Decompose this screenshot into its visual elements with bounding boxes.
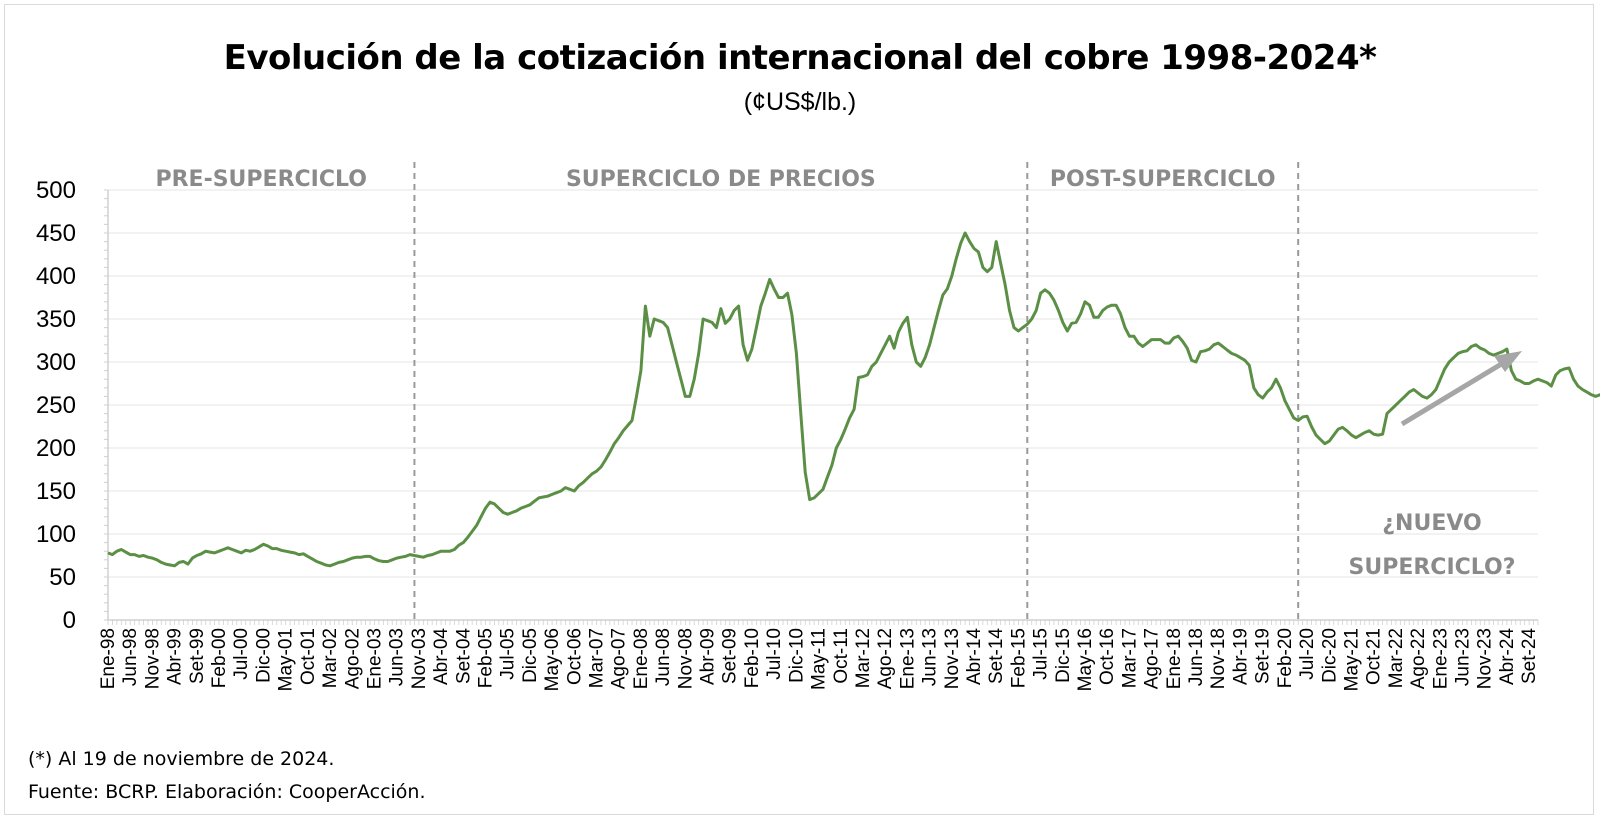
x-tick-label: Jun-03: [387, 628, 408, 686]
x-tick-label: Ene-23: [1430, 628, 1451, 689]
x-tick-label: Mar-17: [1119, 628, 1140, 688]
era-label: PRE-SUPERCICLO: [155, 167, 366, 192]
x-tick-label: May-11: [809, 628, 830, 690]
y-tick-label: 100: [36, 521, 76, 548]
x-tick-label: Dic-20: [1319, 628, 1340, 683]
y-tick-label: 350: [36, 306, 76, 333]
y-tick-label: 500: [36, 177, 76, 204]
x-tick-label: Set-14: [986, 628, 1007, 684]
x-tick-label: Jun-18: [1186, 628, 1207, 686]
era-label: POST-SUPERCICLO: [1050, 167, 1276, 192]
y-tick-label: 400: [36, 263, 76, 290]
x-tick-label: Jun-23: [1453, 628, 1474, 686]
source-note: Fuente: BCRP. Elaboración: CooperAcción.: [28, 781, 426, 803]
x-tick-label: Oct-06: [564, 628, 585, 685]
y-tick-label: 300: [36, 349, 76, 376]
x-tick-label: Ago-12: [875, 628, 896, 689]
x-tick-label: Mar-07: [587, 628, 608, 688]
grid-lines: [108, 189, 1538, 578]
x-tick-label: Jun-98: [120, 628, 141, 686]
x-tick-label: Nov-23: [1475, 628, 1496, 689]
x-tick-label: Ene-18: [1164, 628, 1185, 689]
x-tick-label: Abr-14: [964, 628, 985, 685]
era-label: SUPERCICLO DE PRECIOS: [566, 167, 876, 192]
x-tick-label: Ago-02: [342, 628, 363, 689]
x-tick-label: Jul-20: [1297, 628, 1318, 680]
x-tick-label: Ene-13: [897, 628, 918, 689]
x-tick-label: Ene-03: [364, 628, 385, 689]
trend-arrow-shaft: [1400, 357, 1510, 427]
x-tick-label: Feb-20: [1275, 628, 1296, 688]
trend-arrow-head-icon: [1494, 351, 1522, 372]
x-tick-label: Ene-08: [631, 628, 652, 689]
x-tick-label: May-16: [1075, 628, 1096, 691]
x-tick-label: Jun-08: [653, 628, 674, 686]
copper-price-line: [107, 231, 1600, 568]
x-tick-label: Nov-18: [1208, 628, 1229, 689]
x-tick-label: Ago-07: [609, 628, 630, 689]
x-tick-label: Dic-05: [520, 628, 541, 683]
annotation: ¿NUEVO SUPERCICLO?: [1349, 351, 1522, 580]
footnote: (*) Al 19 de noviembre de 2024.: [28, 748, 335, 770]
x-tick-label: Oct-01: [298, 628, 319, 685]
x-tick-label: Jul-05: [498, 628, 519, 680]
x-tick-label: Ago-22: [1408, 628, 1429, 689]
y-tick-label: 450: [36, 220, 76, 247]
x-tick-label: Set-99: [187, 628, 208, 684]
x-tick-label: Mar-02: [320, 628, 341, 688]
x-tick-label: Feb-00: [209, 628, 230, 688]
annotation-line2: SUPERCICLO?: [1349, 555, 1516, 580]
x-tick-label: Dic-10: [786, 628, 807, 683]
chart-title: Evolución de la cotización internacional…: [223, 38, 1377, 78]
x-tick-label: Mar-22: [1386, 628, 1407, 688]
x-tick-label: May-06: [542, 628, 563, 691]
x-tick-label: Set-19: [1253, 628, 1274, 684]
x-tick-label: Feb-05: [475, 628, 496, 688]
x-tick-label: Ago-17: [1142, 628, 1163, 689]
x-axis: Ene-98 Jun-98 Nov-98 Abr-99 Set-99 Feb-00 Jul-…: [98, 619, 1540, 691]
x-tick-label: Dic-15: [1053, 628, 1074, 683]
y-tick-label: 50: [49, 564, 76, 591]
x-tick-label: Jun-13: [920, 628, 941, 686]
x-tick-label: Jul-15: [1031, 628, 1052, 680]
x-tick-label: Abr-04: [431, 628, 452, 685]
era-labels: PRE-SUPERCICLO SUPERCICLO DE PRECIOS POST-…: [155, 167, 1275, 192]
x-tick-label: Feb-15: [1008, 628, 1029, 688]
annotation-line1: ¿NUEVO: [1382, 511, 1481, 536]
x-tick-label: Oct-11: [831, 628, 852, 684]
x-tick-label: Abr-24: [1497, 628, 1518, 685]
x-tick-label: Nov-98: [142, 628, 163, 689]
y-tick-label: 200: [36, 435, 76, 462]
y-tick-label: 0: [63, 607, 76, 634]
x-tick-label: Oct-21: [1364, 628, 1385, 685]
x-tick-label: Mar-12: [853, 628, 874, 688]
x-tick-label: Set-04: [453, 628, 474, 684]
x-tick-label: Dic-00: [253, 628, 274, 683]
x-tick-label: Oct-16: [1097, 628, 1118, 685]
chart-frame: [4, 4, 1594, 815]
x-tick-label: Jul-10: [764, 628, 785, 680]
y-tick-label: 250: [36, 392, 76, 419]
x-tick-label: Abr-09: [698, 628, 719, 685]
series-layer: [107, 231, 1600, 568]
x-tick-label: May-21: [1341, 628, 1362, 691]
x-tick-label: Set-09: [720, 628, 741, 684]
x-tick-label: Feb-10: [742, 628, 763, 688]
x-tick-label: May-01: [276, 628, 297, 691]
chart-subtitle: (¢US$/lb.): [743, 88, 857, 116]
x-tick-label: Nov-03: [409, 628, 430, 689]
y-axis: 0 50 100 150 200 250 300 350 400 450 500: [36, 177, 109, 634]
x-tick-label: Abr-99: [165, 628, 186, 685]
x-tick-label: Jul-00: [231, 628, 252, 680]
x-tick-label: Nov-08: [675, 628, 696, 689]
x-tick-label: Ene-98: [98, 628, 119, 689]
x-tick-label: Nov-13: [942, 628, 963, 689]
x-tick-label: Set-24: [1519, 628, 1540, 684]
x-tick-label: Abr-19: [1230, 628, 1251, 685]
y-tick-label: 150: [36, 478, 76, 505]
